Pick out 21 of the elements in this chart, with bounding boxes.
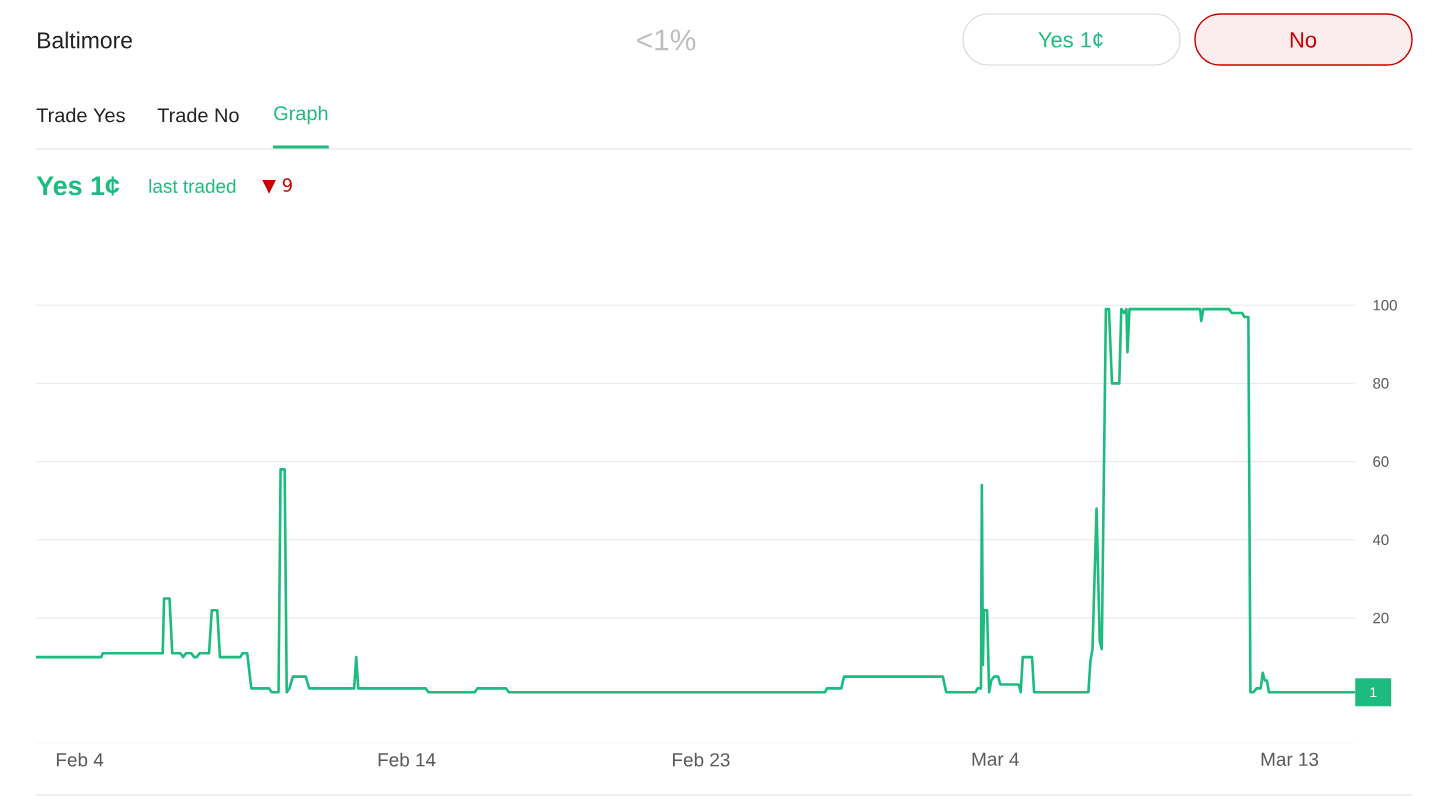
y-tick-label: 20 bbox=[1373, 612, 1389, 624]
x-tick-label: Feb 4 bbox=[56, 752, 104, 767]
y-tick-label: 100 bbox=[1373, 299, 1397, 311]
text: <1% bbox=[637, 29, 696, 51]
y-tick-label: 40 bbox=[1372, 534, 1389, 546]
x-tick-label: Mar 13 bbox=[1261, 752, 1319, 767]
text: last traded bbox=[149, 179, 236, 193]
text: Trade No bbox=[157, 107, 239, 123]
text: Yes 1¢ bbox=[1038, 32, 1103, 48]
text: Graph bbox=[274, 105, 328, 125]
text: No bbox=[1290, 32, 1317, 48]
annotation: 1 bbox=[1370, 687, 1377, 698]
y-tick-label: 60 bbox=[1373, 456, 1389, 467]
text: ▼ 9 bbox=[262, 178, 292, 194]
x-tick-label: Feb 14 bbox=[378, 752, 436, 767]
text: Yes 1¢ bbox=[36, 176, 120, 196]
y-tick-label: 80 bbox=[1373, 378, 1389, 389]
chart-title: Baltimore bbox=[38, 31, 132, 49]
x-tick-label: Mar 4 bbox=[972, 752, 1019, 766]
text: Trade Yes bbox=[36, 107, 125, 123]
x-tick-label: Feb 23 bbox=[673, 752, 730, 767]
